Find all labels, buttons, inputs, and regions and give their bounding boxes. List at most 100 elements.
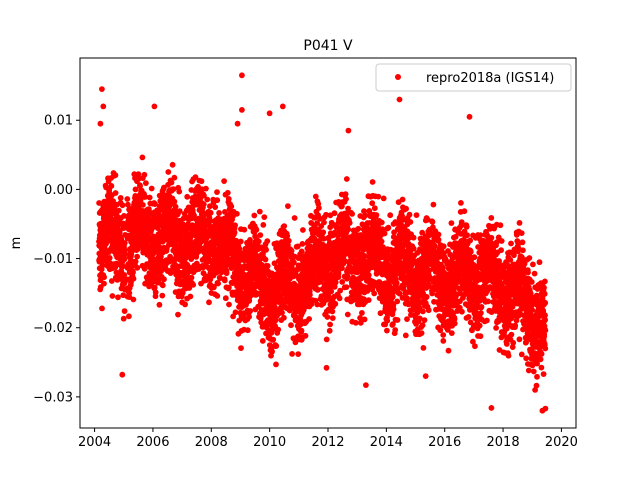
data-point: [134, 253, 141, 260]
data-point: [323, 336, 330, 343]
data-point: [390, 306, 397, 313]
data-point: [244, 327, 251, 334]
data-point: [125, 313, 132, 320]
data-point: [326, 327, 333, 334]
data-point: [299, 241, 306, 247]
data-point: [165, 169, 172, 175]
data-point: [161, 184, 167, 191]
data-point: [206, 299, 212, 306]
data-point: [399, 196, 406, 203]
data-point: [187, 293, 194, 300]
data-point: [269, 348, 275, 355]
data-point: [226, 284, 232, 291]
data-point: [273, 361, 279, 368]
data-point: [519, 239, 526, 246]
data-point: [171, 174, 178, 181]
data-point: [204, 196, 211, 203]
data-point: [321, 219, 327, 226]
data-point: [344, 311, 351, 318]
data-point: [429, 219, 436, 225]
data-point: [119, 202, 126, 209]
data-point: [478, 304, 485, 310]
data-point: [241, 226, 248, 233]
data-point: [430, 201, 437, 208]
data-point: [207, 209, 214, 216]
data-point: [224, 189, 231, 196]
data-point: [421, 317, 428, 323]
data-point: [232, 309, 239, 316]
data-point: [231, 229, 238, 236]
data-point: [225, 196, 232, 202]
data-point: [216, 210, 223, 216]
data-point: [420, 308, 426, 315]
data-point: [477, 333, 484, 340]
data-point: [302, 332, 309, 339]
data-point: [108, 183, 115, 189]
data-point: [425, 307, 432, 314]
data-point: [435, 231, 442, 238]
data-point: [510, 339, 517, 346]
data-point: [142, 194, 149, 200]
data-point: [300, 227, 306, 233]
data-point: [339, 279, 346, 285]
data-point: [179, 289, 186, 296]
data-point: [451, 320, 458, 327]
data-point: [246, 313, 253, 320]
data-point: [190, 281, 197, 288]
data-point: [512, 322, 519, 329]
data-point: [371, 290, 378, 297]
data-point: [343, 284, 350, 290]
data-point: [152, 289, 159, 296]
data-point: [121, 272, 128, 278]
data-point: [420, 345, 427, 351]
data-point: [159, 292, 166, 299]
data-point: [272, 304, 278, 311]
data-point: [384, 327, 390, 334]
data-point: [168, 179, 175, 186]
data-point: [222, 295, 229, 302]
data-point: [345, 226, 352, 233]
data-point: [259, 338, 266, 344]
data-point: [121, 308, 128, 314]
data-point: [169, 161, 176, 168]
data-point: [176, 208, 183, 215]
data-point: [285, 237, 292, 244]
data-point: [273, 343, 280, 349]
data-point: [130, 275, 137, 282]
data-point: [525, 269, 531, 276]
data-point: [281, 314, 287, 321]
data-point: [263, 246, 269, 253]
data-point: [120, 315, 127, 322]
data-point: [498, 238, 505, 244]
data-point: [407, 219, 414, 225]
data-point: [247, 237, 253, 243]
data-point: [467, 237, 474, 244]
data-point: [349, 211, 355, 217]
data-point: [203, 235, 210, 242]
data-point: [288, 247, 295, 254]
data-point: [435, 236, 442, 243]
data-point: [232, 222, 239, 229]
data-point: [332, 300, 339, 307]
data-point: [378, 219, 385, 226]
data-point: [488, 215, 495, 221]
data-point: [130, 269, 136, 276]
data-point: [279, 309, 285, 316]
data-point: [387, 212, 394, 219]
data-point: [284, 233, 291, 239]
data-point: [215, 280, 222, 287]
data-point: [440, 338, 447, 344]
data-point: [472, 343, 478, 350]
data-point: [132, 186, 139, 193]
data-point: [234, 210, 240, 217]
chart-title: P041 V: [303, 38, 353, 54]
data-point: [121, 255, 128, 262]
data-point: [176, 188, 183, 195]
data-point: [214, 293, 221, 299]
data-point: [112, 190, 119, 196]
data-point: [186, 285, 193, 291]
data-point: [448, 330, 455, 336]
data-point: [264, 238, 271, 245]
data-point: [175, 311, 181, 318]
data-point: [485, 298, 491, 305]
